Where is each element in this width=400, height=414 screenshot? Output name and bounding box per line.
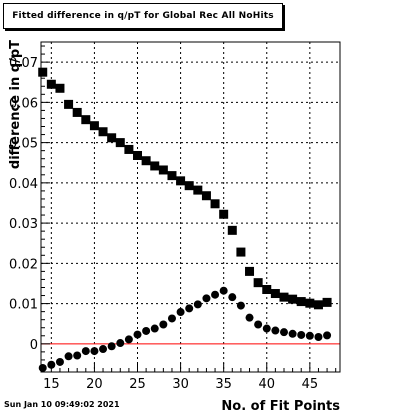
- circle-marker: [193, 300, 202, 309]
- timestamp-label: Sun Jan 10 09:49:02 2021: [4, 400, 120, 409]
- square-marker: [176, 176, 186, 186]
- square-marker: [288, 294, 298, 304]
- circle-marker: [176, 308, 185, 317]
- square-marker: [227, 225, 237, 235]
- square-marker: [141, 156, 151, 166]
- square-marker: [219, 209, 229, 219]
- square-marker: [115, 138, 125, 148]
- circle-marker: [81, 347, 90, 356]
- y-tick-label: 0.02: [9, 257, 38, 272]
- square-marker: [38, 67, 48, 77]
- circle-marker: [150, 324, 159, 333]
- circle-marker: [262, 324, 271, 333]
- circle-marker: [107, 342, 116, 351]
- x-tick-label: 45: [302, 377, 319, 392]
- square-marker: [305, 298, 315, 308]
- x-tick-label: 40: [258, 377, 275, 392]
- square-marker: [167, 171, 177, 181]
- circle-marker: [271, 326, 280, 335]
- square-marker: [296, 297, 306, 307]
- square-marker: [107, 133, 117, 143]
- square-marker: [262, 285, 272, 294]
- circle-marker: [55, 357, 64, 366]
- circle-marker: [73, 351, 82, 360]
- square-marker: [210, 199, 220, 209]
- square-marker: [322, 297, 332, 307]
- circle-marker: [124, 335, 133, 344]
- square-marker: [81, 115, 91, 125]
- circle-marker: [314, 332, 323, 341]
- circle-marker: [159, 320, 168, 329]
- axis-ticks: [41, 45, 337, 372]
- square-marker: [193, 185, 203, 195]
- circle-marker: [185, 304, 194, 313]
- y-tick-label: 0.03: [9, 217, 38, 232]
- square-marker: [46, 79, 56, 89]
- square-marker: [124, 144, 134, 154]
- circle-marker: [254, 320, 263, 329]
- circle-marker: [202, 294, 211, 303]
- y-tick-label: 0.06: [9, 96, 38, 111]
- x-tick-label: 20: [86, 377, 103, 392]
- square-marker: [245, 266, 255, 276]
- x-tick-label: 25: [129, 377, 146, 392]
- y-tick-label: 0.05: [9, 137, 38, 152]
- square-marker: [89, 121, 99, 131]
- circle-marker: [90, 347, 99, 356]
- data-markers: [38, 67, 332, 372]
- square-marker: [72, 107, 82, 117]
- y-tick-label: 0: [30, 338, 38, 353]
- circle-marker: [38, 363, 47, 372]
- square-marker: [253, 278, 263, 288]
- square-marker: [279, 292, 289, 302]
- circle-marker: [64, 352, 73, 361]
- circle-marker: [142, 326, 151, 335]
- x-tick-label: 35: [215, 377, 232, 392]
- square-marker: [201, 191, 211, 201]
- square-marker: [236, 247, 246, 257]
- circle-marker: [116, 339, 125, 348]
- square-marker: [55, 83, 65, 93]
- circle-marker: [47, 360, 56, 369]
- x-tick-label: 15: [43, 377, 60, 392]
- y-tick-label: 0.04: [9, 177, 38, 192]
- circle-marker: [236, 301, 245, 310]
- circle-marker: [297, 330, 306, 339]
- square-marker: [158, 165, 168, 175]
- grid-lines: [41, 42, 340, 372]
- chart-title: Fitted difference in q/pT for Global Rec…: [3, 3, 283, 29]
- circle-marker: [323, 331, 332, 340]
- y-axis-label: difference in q/pT: [8, 40, 23, 169]
- plot-frame: [40, 41, 341, 373]
- square-marker: [150, 161, 160, 171]
- circle-marker: [133, 330, 142, 339]
- y-tick-label: 0.07: [9, 56, 38, 71]
- square-marker: [64, 99, 74, 109]
- circle-marker: [211, 290, 220, 299]
- circle-marker: [228, 293, 237, 302]
- square-marker: [133, 150, 143, 160]
- circle-marker: [99, 345, 108, 354]
- circle-marker: [219, 286, 228, 295]
- circle-marker: [288, 329, 297, 338]
- square-marker: [270, 289, 280, 299]
- y-tick-label: 0.01: [9, 298, 38, 313]
- tick-labels: 15 20 25 30 35 40 45 0 0.01 0.02 0.03 0.04 0.05 0.06 0…: [9, 56, 318, 392]
- square-marker: [184, 181, 194, 191]
- square-marker: [98, 127, 108, 137]
- x-tick-label: 30: [172, 377, 189, 392]
- circle-marker: [167, 314, 176, 323]
- x-axis-label: No. of Fit Points: [221, 399, 340, 414]
- circle-marker: [245, 313, 254, 322]
- circle-marker: [305, 331, 314, 340]
- square-marker: [313, 300, 323, 310]
- circle-marker: [279, 328, 288, 337]
